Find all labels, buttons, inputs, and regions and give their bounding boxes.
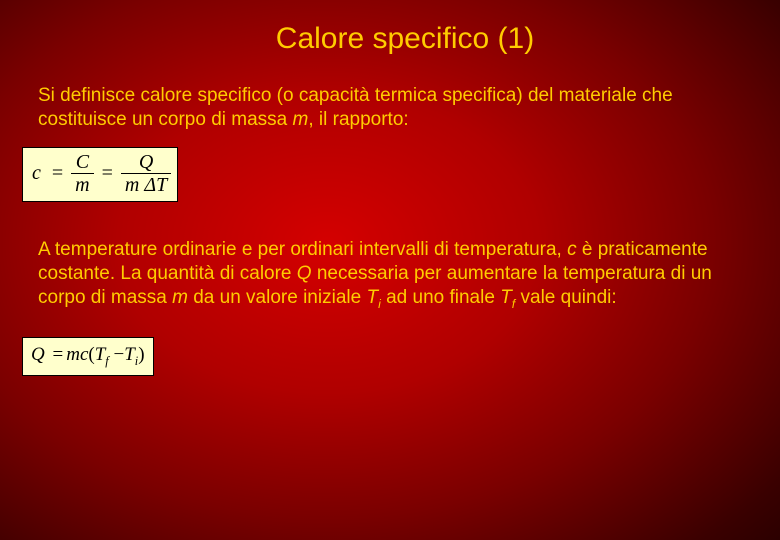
para1-var-m: m	[293, 109, 309, 130]
para2-var-c: c	[567, 239, 577, 260]
para2-var-Ti: Ti	[366, 287, 380, 308]
para2-text1: A temperature ordinarie e per ordinari i…	[38, 239, 567, 260]
para2-Tf-T: T	[500, 287, 512, 308]
eq1-frac2: Q m ΔT	[121, 152, 171, 195]
eq1-frac1: C m	[71, 152, 93, 195]
eq1-frac2-num: Q	[121, 152, 171, 173]
spacer-1	[38, 202, 742, 238]
eq2-Q: Q	[31, 344, 45, 365]
eq1-frac1-den: m	[71, 173, 93, 195]
eq2-rpar: )	[138, 344, 144, 365]
para2-text5: ad uno finale	[381, 287, 500, 308]
eq1-frac1-num: C	[71, 152, 93, 173]
eq2-Ti-T: T	[124, 344, 135, 365]
eq1-lhs: c	[29, 162, 44, 185]
equation-2-box: Q =mc(Tf −Ti)	[22, 337, 154, 376]
para2-var-m: m	[172, 287, 188, 308]
spacer-2	[38, 313, 742, 323]
eq1-equals-1: =	[49, 162, 66, 185]
para2-var-Q: Q	[297, 263, 312, 284]
para1-text2: , il rapporto:	[308, 109, 408, 130]
eq1-frac2-den: m ΔT	[121, 173, 171, 195]
eq1-frac2-den-dT: ΔT	[144, 174, 167, 196]
equation-1-box: c = C m = Q m ΔT	[22, 147, 178, 202]
paragraph-2: A temperature ordinarie e per ordinari i…	[38, 238, 742, 313]
eq2-minus: −	[113, 344, 124, 365]
eq2-Tf-T: T	[95, 344, 106, 365]
slide-container: Calore specifico (1) Si definisce calore…	[0, 0, 780, 540]
para2-text6: vale quindi:	[515, 287, 616, 308]
eq2-equals: =	[49, 344, 66, 365]
para2-Ti-T: T	[366, 287, 378, 308]
eq2-m: m	[66, 344, 80, 365]
para2-text4: da un valore iniziale	[188, 287, 367, 308]
slide-title: Calore specifico (1)	[68, 22, 742, 56]
para2-var-Tf: Tf	[500, 287, 515, 308]
eq1-equals-2: =	[99, 162, 116, 185]
eq2-Tf-f: f	[105, 354, 108, 368]
paragraph-1: Si definisce calore specifico (o capacit…	[38, 84, 742, 133]
eq1-frac2-den-m: m	[125, 174, 139, 196]
